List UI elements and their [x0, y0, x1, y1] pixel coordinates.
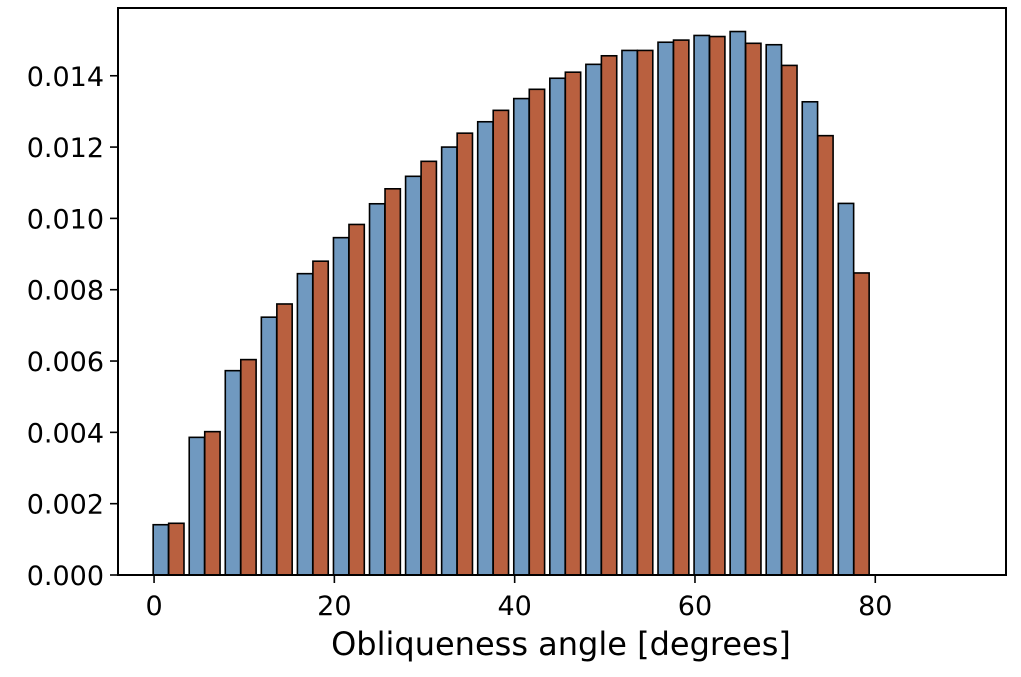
bar-s2-16	[744, 42, 762, 576]
x-axis-label: Obliqueness angle [degrees]	[331, 625, 791, 663]
bar-s2-4	[312, 260, 330, 576]
x-tick-label: 60	[678, 591, 712, 622]
bar-s1-15	[693, 34, 711, 576]
bar-s1-17	[765, 43, 783, 576]
bar-s2-2	[239, 358, 257, 576]
bar-s1-1	[188, 436, 206, 576]
bar-s2-11	[564, 71, 582, 576]
bar-s2-7	[420, 160, 438, 576]
y-tick-label: 0.014	[27, 62, 104, 93]
bar-s1-12	[585, 63, 603, 576]
bar-s2-9	[492, 109, 510, 576]
bar-s1-9	[476, 120, 494, 576]
y-axis: 0.000 0.002 0.004 0.006 0.008 0.010 0.012 0.014	[27, 62, 118, 592]
bar-s1-6	[368, 202, 386, 576]
bar-s1-7	[404, 175, 422, 576]
x-tick-label: 40	[497, 591, 531, 622]
bar-s1-16	[729, 30, 747, 576]
bar-s2-17	[780, 64, 798, 576]
bar-s1-19	[837, 202, 855, 576]
bar-s2-0	[167, 522, 185, 576]
bar-s2-14	[672, 39, 690, 576]
y-tick-label: 0.012	[27, 133, 104, 164]
x-tick-label: 20	[317, 591, 351, 622]
y-tick-label: 0.008	[27, 276, 104, 307]
bars-layer	[152, 30, 870, 576]
bar-s1-18	[801, 100, 819, 576]
bar-s1-4	[296, 272, 314, 576]
x-tick-label: 0	[145, 591, 162, 622]
bar-s1-10	[512, 97, 530, 576]
bar-s1-3	[260, 316, 278, 576]
bar-s2-12	[600, 54, 618, 576]
y-tick-label: 0.006	[27, 347, 104, 378]
x-axis: 0 20 40 60 80	[145, 575, 892, 622]
bar-s2-8	[456, 132, 474, 576]
bar-s1-14	[657, 41, 675, 576]
bar-s1-5	[332, 236, 350, 576]
bar-s1-0	[152, 523, 170, 576]
bar-s2-6	[384, 187, 402, 576]
bar-s2-5	[348, 223, 366, 576]
y-tick-label: 0.002	[27, 490, 104, 521]
bar-s2-1	[203, 430, 221, 576]
y-tick-label: 0.000	[27, 561, 104, 592]
bar-s1-2	[224, 369, 242, 576]
bar-s2-10	[528, 88, 546, 576]
bar-s2-18	[816, 134, 834, 576]
y-tick-label: 0.004	[27, 418, 104, 449]
x-tick-label: 80	[858, 591, 892, 622]
bar-s1-8	[440, 146, 458, 576]
y-tick-label: 0.010	[27, 204, 104, 235]
bar-s2-13	[636, 49, 654, 576]
plot-frame	[117, 7, 1007, 576]
bar-s1-11	[549, 77, 566, 576]
bar-s2-19	[853, 272, 870, 576]
bar-s2-3	[276, 303, 293, 576]
bar-s2-15	[708, 35, 726, 576]
bar-s1-13	[621, 49, 639, 576]
